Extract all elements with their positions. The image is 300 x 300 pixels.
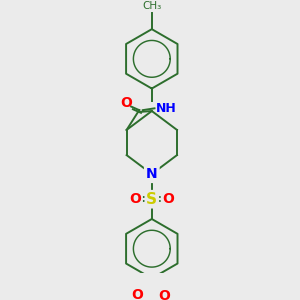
Text: CH₃: CH₃ (142, 1, 161, 11)
Text: O: O (162, 192, 174, 206)
Text: N: N (146, 167, 158, 181)
Text: O: O (158, 290, 170, 300)
Text: O: O (131, 288, 143, 300)
Text: O: O (130, 192, 142, 206)
Text: NH: NH (155, 102, 176, 115)
Text: O: O (121, 96, 133, 110)
Text: S: S (146, 192, 157, 207)
